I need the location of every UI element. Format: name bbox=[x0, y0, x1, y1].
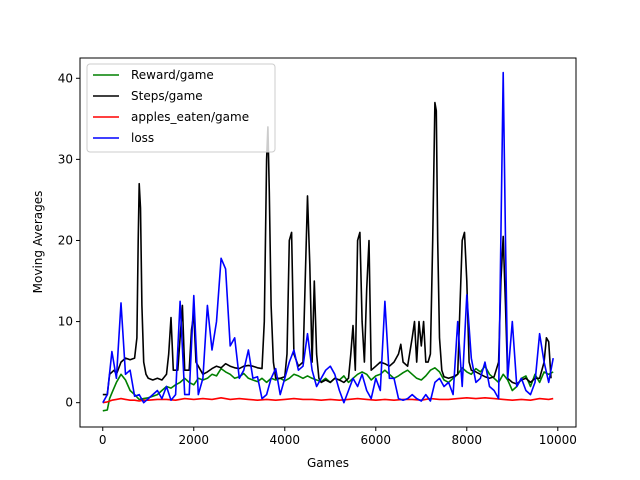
legend: Reward/game Steps/game apples_eaten/gamelo… bbox=[86, 63, 276, 153]
legend-label: loss bbox=[131, 131, 154, 145]
legend-label: Reward/game bbox=[131, 68, 214, 82]
series-lines bbox=[102, 71, 554, 412]
y-tick-label: 0 bbox=[65, 396, 73, 410]
series-line-3 bbox=[102, 71, 554, 404]
legend-label: apples_eaten/game bbox=[131, 110, 249, 124]
series-line-1 bbox=[102, 101, 552, 396]
series-line-2 bbox=[102, 397, 554, 404]
x-tick-label: 8000 bbox=[452, 433, 483, 447]
y-axis-ticks: 0 10 20 30 40 bbox=[58, 71, 80, 410]
legend-box bbox=[86, 63, 276, 153]
legend-label: Steps/game bbox=[131, 89, 203, 103]
x-axis-label: Games bbox=[307, 456, 349, 470]
series-line-0 bbox=[102, 365, 554, 412]
y-tick-label: 10 bbox=[58, 315, 73, 329]
plot-frame bbox=[79, 57, 577, 428]
x-axis-ticks: 0 2000 4000 6000 8000 10000 bbox=[99, 427, 577, 447]
x-tick-label: 10000 bbox=[539, 433, 577, 447]
x-tick-label: 2000 bbox=[178, 433, 209, 447]
y-tick-label: 40 bbox=[58, 71, 73, 85]
x-tick-label: 4000 bbox=[269, 433, 300, 447]
y-tick-label: 30 bbox=[58, 152, 73, 166]
x-tick-label: 6000 bbox=[361, 433, 392, 447]
y-tick-label: 20 bbox=[58, 233, 73, 247]
x-tick-label: 0 bbox=[99, 433, 107, 447]
y-axis-label: Moving Averages bbox=[31, 191, 45, 294]
